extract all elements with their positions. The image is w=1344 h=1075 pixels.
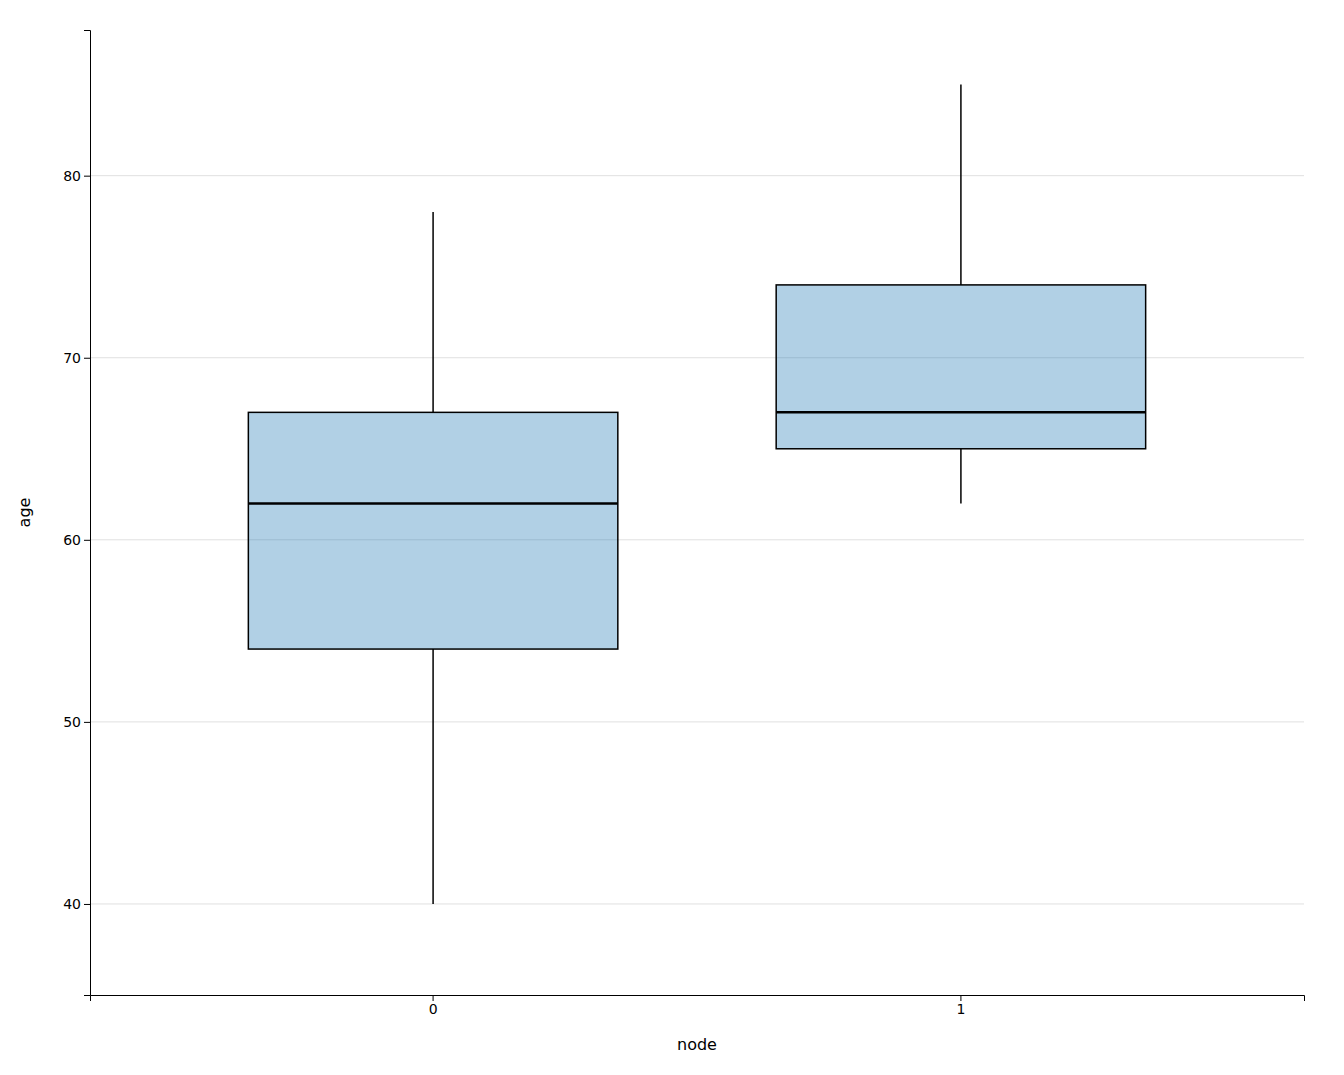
x-axis-title: node xyxy=(677,1035,717,1054)
median xyxy=(248,502,617,505)
y-axis-title: age xyxy=(15,498,34,528)
chart: 014050607080nodeage xyxy=(0,0,1344,1075)
box-group xyxy=(776,85,1145,504)
boxes xyxy=(248,85,1145,904)
tick-label: 40 xyxy=(63,896,81,912)
box-group xyxy=(248,212,617,904)
x-tick: 0 xyxy=(429,995,438,1017)
tick-label: 0 xyxy=(429,1001,438,1017)
tick-mark xyxy=(84,176,90,177)
y-tick: 60 xyxy=(63,532,90,548)
y-tick: 80 xyxy=(63,168,90,184)
median xyxy=(776,411,1145,414)
lower-whisker xyxy=(432,649,434,904)
tick-label: 50 xyxy=(63,714,81,730)
x-tick: 1 xyxy=(956,995,965,1017)
tick-mark xyxy=(84,358,90,359)
grid-line xyxy=(90,903,1304,904)
y-tick: 50 xyxy=(63,714,90,730)
tick-label: 60 xyxy=(63,532,81,548)
box xyxy=(776,285,1145,449)
x-axis: 01 xyxy=(91,995,1305,1017)
tick-label: 1 xyxy=(956,1001,965,1017)
y-axis: 40 50 60 70 80 xyxy=(63,31,90,996)
tick-mark xyxy=(84,722,90,723)
grid-line xyxy=(90,175,1304,176)
upper-whisker xyxy=(960,85,962,285)
box xyxy=(248,412,617,649)
upper-whisker xyxy=(432,212,434,412)
tick-label: 70 xyxy=(63,350,81,366)
tick-mark xyxy=(84,540,90,541)
grid-line xyxy=(90,721,1304,722)
grid xyxy=(90,176,1304,904)
axis-line xyxy=(84,31,91,996)
y-tick: 40 xyxy=(63,896,90,912)
tick-label: 80 xyxy=(63,168,81,184)
y-tick: 70 xyxy=(63,350,90,366)
plot: 014050607080 xyxy=(63,31,1304,1017)
lower-whisker xyxy=(960,449,962,504)
tick-mark xyxy=(84,904,90,905)
axis-line xyxy=(91,996,1305,1002)
